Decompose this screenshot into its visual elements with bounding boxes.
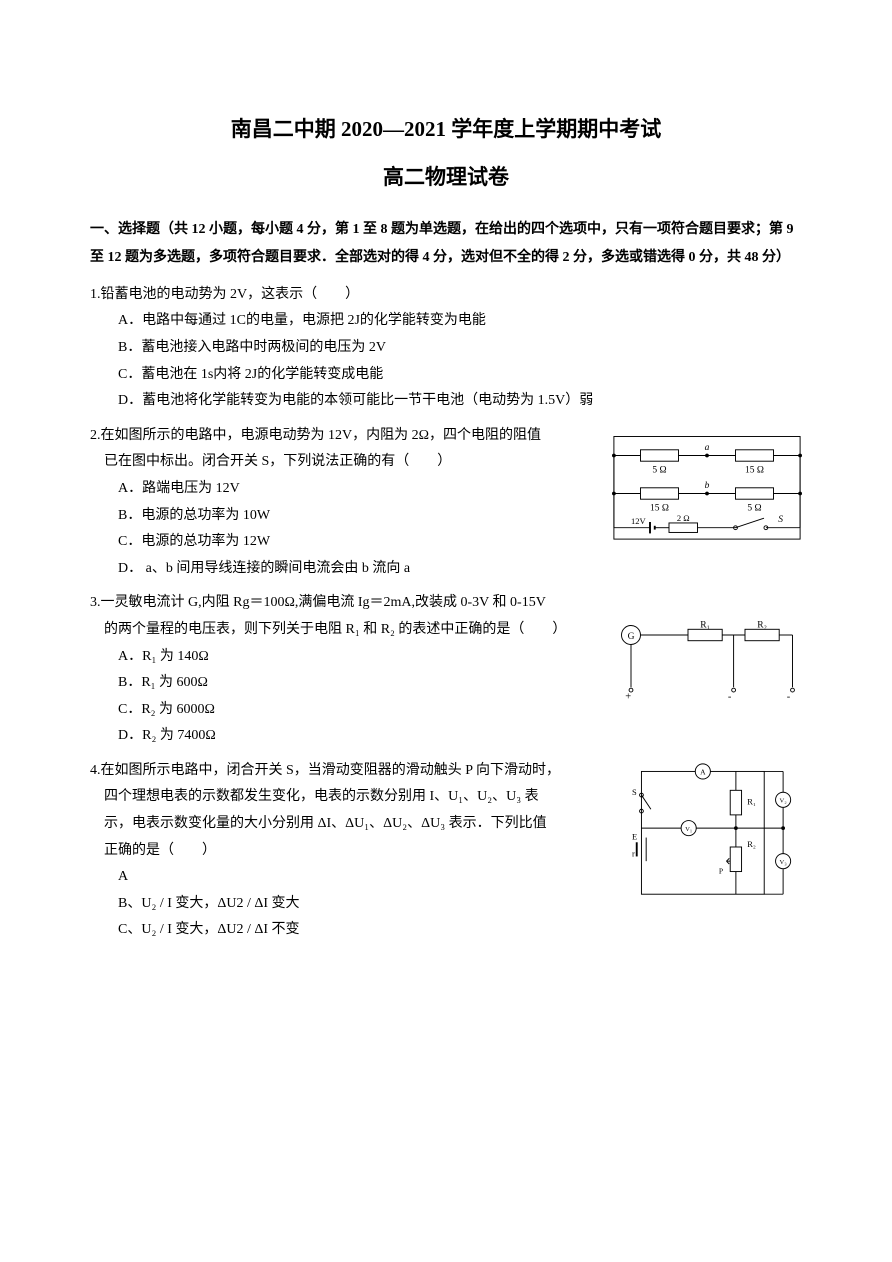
svg-text:G: G <box>628 632 635 642</box>
title-sub: 高二物理试卷 <box>90 158 802 198</box>
question-4: A S E r R₁ R₂ P V₁ V₂ V₃ 4.在如图所示电路中，闭合开关… <box>90 758 802 944</box>
svg-text:R₂: R₂ <box>747 839 756 849</box>
svg-text:+: + <box>625 692 631 702</box>
svg-text:V₂: V₂ <box>780 797 787 804</box>
question-3: G R₁ R₂ + - - 3.一灵敏电流计 G,内阻 Rg＝100Ω,满偏电流… <box>90 590 802 750</box>
svg-text:V₃: V₃ <box>780 859 787 866</box>
svg-text:r: r <box>632 848 635 858</box>
q3-circuit-diagram: G R₁ R₂ + - - <box>612 616 802 702</box>
title-main: 南昌二中期 2020—2021 学年度上学期期中考试 <box>90 110 802 150</box>
svg-text:5 Ω: 5 Ω <box>652 465 666 475</box>
svg-text:a: a <box>705 443 710 453</box>
svg-text:V₁: V₁ <box>685 826 692 833</box>
svg-text:R₁: R₁ <box>747 796 756 806</box>
q1-option-b: B．蓄电池接入电路中时两极间的电压为 2V <box>90 335 802 362</box>
q1-option-d: D．蓄电池将化学能转变为电能的本领可能比一节干电池（电动势为 1.5V）弱 <box>90 388 802 415</box>
q3-stem-2: 的两个量程的电压表，则下列关于电阻 R₁ 和 R₂ 的表述中正确的是（ ） <box>90 617 600 644</box>
svg-text:S: S <box>632 787 637 797</box>
q1-option-c: C．蓄电池在 1s内将 2J的化学能转变成电能 <box>90 362 802 389</box>
q1-stem: 1.铅蓄电池的电动势为 2V，这表示（ ） <box>90 282 802 309</box>
q2-stem-1: 2.在如图所示的电路中，电源电动势为 12V，内阻为 2Ω，四个电阻的阻值 <box>90 423 550 450</box>
svg-text:-: - <box>787 692 791 702</box>
q4-circuit-diagram: A S E r R₁ R₂ P V₁ V₂ V₃ <box>632 762 802 904</box>
svg-text:12V: 12V <box>631 516 647 526</box>
question-2: 5 Ω 15 Ω a 15 Ω 5 Ω b 12V 2 Ω S 2.在如图所示的… <box>90 423 802 583</box>
q4-option-c: C、U₂ / I 变大，ΔU2 / ΔI 不变 <box>90 917 802 944</box>
svg-text:S: S <box>778 515 783 525</box>
svg-text:2 Ω: 2 Ω <box>677 513 690 523</box>
question-1: 1.铅蓄电池的电动势为 2V，这表示（ ） A．电路中每通过 1C的电量，电源把… <box>90 282 802 415</box>
q4-stem-2: 四个理想电表的示数都发生变化，电表的示数分别用 I、U₁、U₂、U₃ 表 <box>90 784 600 811</box>
q4-stem-4: 正确的是（ ） <box>90 838 600 865</box>
q4-stem-1: 4.在如图所示电路中，闭合开关 S，当滑动变阻器的滑动触头 P 向下滑动时， <box>90 758 600 785</box>
q2-circuit-diagram: 5 Ω 15 Ω a 15 Ω 5 Ω b 12V 2 Ω S <box>612 427 802 541</box>
svg-text:P: P <box>719 866 723 875</box>
q3-stem-1: 3.一灵敏电流计 G,内阻 Rg＝100Ω,满偏电流 Ig＝2mA,改装成 0-… <box>90 590 600 617</box>
svg-text:R₁: R₁ <box>700 621 710 631</box>
q4-stem-3: 示，电表示数变化量的大小分别用 ΔI、ΔU₁、ΔU₂、ΔU₃ 表示．下列比值 <box>90 811 600 838</box>
svg-text:15 Ω: 15 Ω <box>650 503 669 513</box>
svg-text:R₂: R₂ <box>757 621 767 631</box>
svg-text:A: A <box>700 767 706 776</box>
svg-text:-: - <box>728 692 732 702</box>
section-instructions: 一、选择题（共 12 小题，每小题 4 分，第 1 至 8 题为单选题，在给出的… <box>90 216 802 272</box>
svg-text:b: b <box>705 481 710 491</box>
q3-option-d: D．R₂ 为 7400Ω <box>90 723 802 750</box>
svg-text:5 Ω: 5 Ω <box>747 503 761 513</box>
svg-text:15 Ω: 15 Ω <box>745 465 764 475</box>
svg-text:E: E <box>632 831 637 841</box>
q1-option-a: A．电路中每通过 1C的电量，电源把 2J的化学能转变为电能 <box>90 308 802 335</box>
q2-option-d: D． a、b 间用导线连接的瞬间电流会由 b 流向 a <box>90 556 802 583</box>
q2-stem-2: 已在图中标出。闭合开关 S，下列说法正确的有（ ） <box>90 449 550 476</box>
